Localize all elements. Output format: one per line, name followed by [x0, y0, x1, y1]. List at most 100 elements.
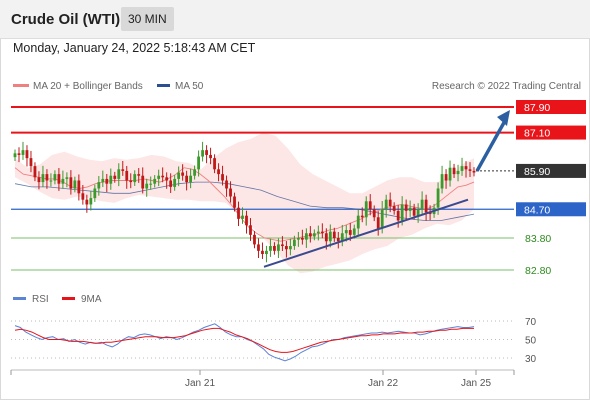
candle-body: [289, 246, 292, 250]
candle-body: [197, 156, 200, 170]
candle-body: [185, 175, 189, 183]
candle-body: [300, 238, 304, 240]
candle-body: [384, 199, 388, 210]
candle-body: [77, 180, 81, 194]
rsi-tick-50: 50: [525, 336, 537, 347]
level-82-80-label: 82.80: [525, 265, 551, 277]
candle-body: [396, 210, 400, 221]
candle-body: [153, 178, 157, 184]
candle-body: [368, 201, 372, 210]
candle-body: [157, 175, 161, 179]
candle-body: [73, 180, 77, 189]
ma20-line: [14, 167, 475, 242]
candle-body: [145, 183, 149, 189]
candle-body: [105, 178, 109, 184]
ma20-legend-swatch: [13, 84, 29, 87]
candle-body: [360, 215, 364, 218]
candle-body: [424, 199, 428, 213]
candle-body: [125, 170, 129, 181]
candle-body: [352, 228, 356, 235]
candle-body: [448, 167, 452, 181]
candle-body: [213, 158, 216, 170]
candle-body: [97, 182, 101, 189]
candle-body: [404, 204, 408, 211]
candle-body: [273, 246, 276, 251]
timeframe-badge[interactable]: 30 MIN: [121, 7, 174, 31]
candle-body: [209, 154, 212, 159]
candle-body: [332, 231, 336, 239]
rsi-ma-line: [14, 327, 474, 353]
candle-body: [169, 180, 173, 187]
x-tick-label-Jan-25: Jan 25: [461, 378, 491, 389]
candle-body: [45, 174, 49, 181]
candle-body: [21, 150, 25, 155]
candle-body: [217, 169, 220, 175]
candle-body: [229, 188, 232, 197]
candle-body: [101, 178, 105, 183]
candle-body: [149, 183, 153, 185]
report-datetime: Monday, January 24, 2022 5:18:43 AM CET: [13, 41, 256, 55]
drawings-layer: [263, 110, 510, 268]
candle-body: [412, 207, 416, 216]
candle-body: [241, 215, 244, 219]
candle-body: [468, 169, 472, 171]
ma50-legend-swatch: [157, 84, 170, 87]
candle-body: [65, 177, 69, 179]
candle-body: [237, 207, 240, 219]
candle-body: [296, 238, 300, 240]
support-trendline: [263, 198, 469, 268]
candle-body: [316, 231, 320, 234]
candle-body: [420, 199, 424, 210]
candle-body: [464, 166, 468, 170]
x-tick-label-Jan-22: Jan 22: [368, 378, 398, 389]
candle-body: [25, 150, 29, 159]
candle-body: [400, 204, 404, 221]
rsi-legend-swatch: [13, 297, 26, 300]
candle-body: [444, 174, 448, 181]
candle-body: [277, 244, 280, 251]
candle-body: [428, 212, 432, 215]
rsi-ma-legend-swatch: [62, 297, 75, 300]
candle-body: [93, 188, 97, 199]
candle-body: [161, 175, 165, 178]
legend: MA 20 + Bollinger Bands MA 50 Research ©…: [13, 81, 581, 92]
candle-body: [57, 174, 61, 184]
candle-body: [356, 215, 360, 229]
candle-body: [348, 230, 352, 235]
bollinger-band-layer: [15, 132, 474, 274]
rsi-ma-legend-label: 9MA: [81, 294, 102, 305]
candle-body: [49, 180, 53, 182]
candle-body: [292, 239, 296, 247]
level-lines-layer: [11, 106, 514, 271]
candle-body: [69, 177, 73, 189]
candle-body: [37, 177, 41, 183]
candle-body: [225, 180, 228, 189]
candle-body: [281, 244, 284, 247]
candle-body: [117, 169, 121, 179]
level-87-90-label: 87.90: [524, 102, 550, 114]
candle-body: [173, 178, 177, 187]
x-tick-label-Jan-21: Jan 21: [185, 378, 215, 389]
rsi-tick-70: 70: [525, 317, 537, 328]
ma50-legend-label: MA 50: [175, 81, 204, 92]
candle-body: [81, 193, 85, 200]
candle-body: [137, 174, 141, 176]
candle-body: [344, 230, 348, 234]
level-87-10-label-box: [516, 125, 586, 140]
candle-body: [29, 158, 33, 167]
candle-body: [265, 250, 268, 255]
rsi-legend-label: RSI: [32, 294, 49, 305]
candle-body: [376, 217, 380, 229]
candle-body: [308, 233, 312, 237]
rsi-line: [14, 323, 475, 362]
candle-body: [245, 215, 248, 226]
level-87-90-label-box: [516, 100, 586, 114]
candle-body: [261, 250, 264, 255]
level-85-90-label: 85.90: [524, 166, 550, 178]
rsi-panel: RSI 9MA 70 50 30: [11, 294, 537, 365]
candle-body: [141, 175, 145, 189]
candle-body: [113, 175, 117, 179]
candle-body: [189, 175, 193, 183]
candle-body: [304, 233, 308, 240]
credit-label: Research © 2022 Trading Central: [432, 81, 581, 92]
